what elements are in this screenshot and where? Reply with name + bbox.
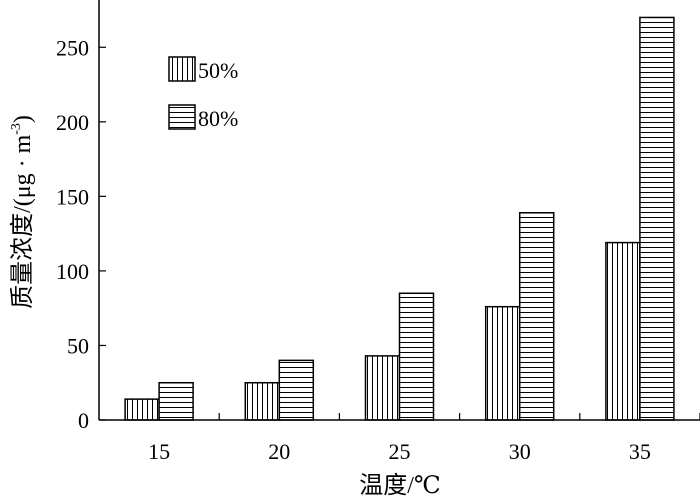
y-axis-label: 质量浓度/(μg · m-3) [9,115,36,309]
y-axis-ticks: 0 50 100 150 200 250 [56,35,106,433]
bar-50pct-25 [364,355,401,421]
y-tick-label: 200 [56,110,89,135]
bars-group [124,16,675,421]
legend-swatch-80pct [168,104,196,130]
x-axis-label: 温度/℃ [359,472,441,499]
legend-label: 50% [198,58,238,83]
x-tick-label: 15 [148,439,170,464]
x-tick-label: 25 [389,439,411,464]
legend: 50% 80% [168,56,238,131]
bar-50pct-15 [124,398,160,421]
x-tick-label: 20 [268,439,290,464]
bar-80pct-30 [518,212,555,421]
bar-50pct-20 [244,381,281,421]
y-axis-label-tail: ) [10,115,36,123]
bar-80pct-25 [398,292,435,421]
y-tick-label: 50 [67,333,89,358]
y-tick-label: 150 [56,184,89,209]
x-axis-ticks: 15 20 25 30 35 [148,413,700,464]
x-tick-label: 30 [509,439,531,464]
y-axis-label-main: 质量浓度/(μg · m [9,134,36,309]
bar-50pct-30 [484,305,521,421]
y-tick-label: 100 [56,259,89,284]
y-tick-label: 250 [56,35,89,60]
x-tick-label: 35 [629,439,651,464]
bar-80pct-15 [158,381,194,421]
legend-swatch-50pct [168,56,196,82]
bar-80pct-20 [278,359,315,421]
legend-label: 80% [198,106,238,131]
y-tick-label: 0 [78,408,89,433]
y-axis-label-sup: -3 [9,123,24,135]
bar-50pct-35 [605,241,641,421]
bar-80pct-35 [639,16,675,421]
